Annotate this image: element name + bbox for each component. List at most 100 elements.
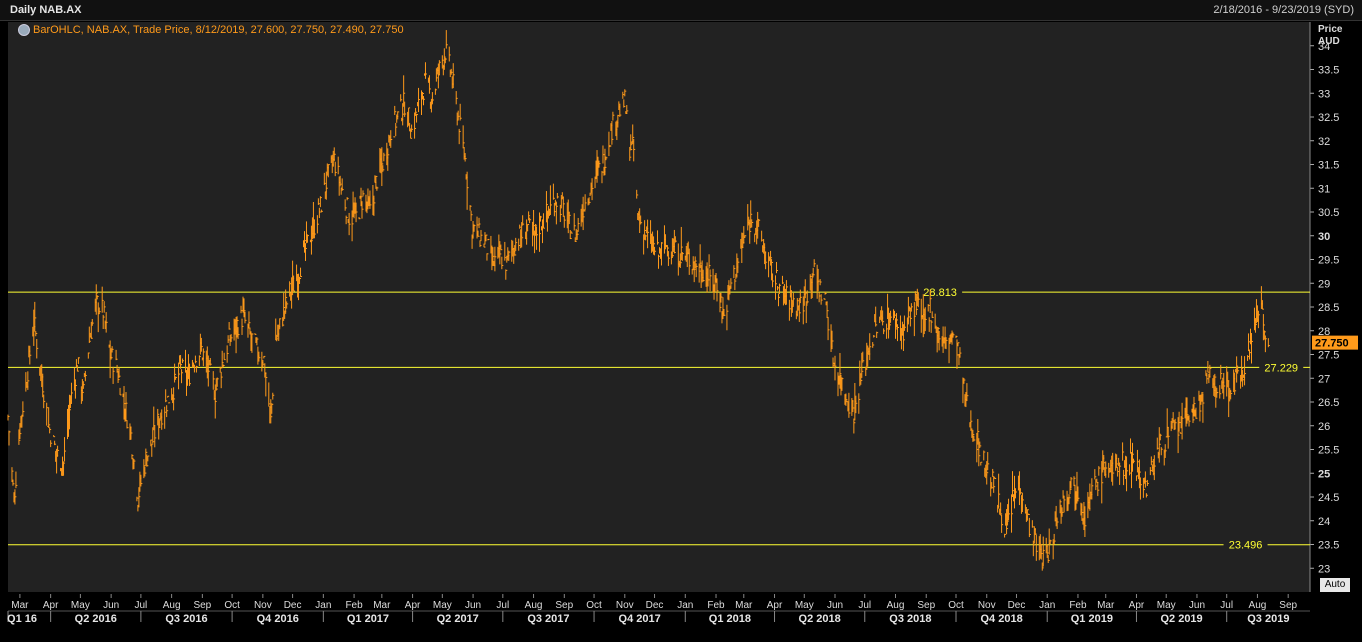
y-tick-label: 31 xyxy=(1318,183,1330,195)
quarter-tick-label: Q2 2016 xyxy=(75,613,117,625)
chart-title: Daily NAB.AX xyxy=(10,4,82,16)
month-tick-label: Nov xyxy=(616,600,634,611)
month-tick-label: Aug xyxy=(163,600,181,611)
month-tick-label: Sep xyxy=(917,600,935,611)
quarter-tick-label: Q4 2018 xyxy=(981,613,1023,625)
hline-label: 27.229 xyxy=(1264,362,1298,374)
month-tick-label: Jan xyxy=(1039,600,1055,611)
month-tick-label: May xyxy=(433,600,452,611)
month-tick-label: Aug xyxy=(1249,600,1267,611)
month-tick-label: Jan xyxy=(677,600,693,611)
month-tick-label: Jun xyxy=(827,600,843,611)
month-tick-label: Jul xyxy=(496,600,509,611)
y-tick-label: 27 xyxy=(1318,373,1330,385)
last-price-tag xyxy=(1312,335,1358,350)
month-tick-label: Aug xyxy=(525,600,543,611)
hline-label-bg xyxy=(1223,537,1268,551)
date-range: 2/18/2016 - 9/23/2019 (SYD) xyxy=(1213,4,1354,16)
month-tick-label: Mar xyxy=(11,600,29,611)
month-tick-label: Dec xyxy=(1008,600,1026,611)
month-tick-label: Sep xyxy=(193,600,211,611)
month-tick-label: May xyxy=(1157,600,1176,611)
quarter-tick-label: Q3 2017 xyxy=(527,613,569,625)
month-tick-label: Apr xyxy=(767,600,783,611)
y-tick-label: 29.5 xyxy=(1318,255,1339,267)
month-tick-label: Mar xyxy=(735,600,753,611)
series-legend[interactable]: BarOHLC, NAB.AX, Trade Price, 8/12/2019,… xyxy=(18,24,404,36)
chart-series-icon[interactable] xyxy=(18,24,30,36)
y-tick-label: 30.5 xyxy=(1318,207,1339,219)
y-tick-label: 30 xyxy=(1318,231,1330,243)
month-tick-label: Apr xyxy=(405,600,421,611)
hline-label-bg xyxy=(1259,360,1304,374)
month-tick-label: Jul xyxy=(1220,600,1233,611)
quarter-tick-label: Q4 2016 xyxy=(257,613,299,625)
y-tick-label: 25 xyxy=(1318,468,1330,480)
y-tick-label: 32 xyxy=(1318,136,1330,148)
y-tick-label: 28.5 xyxy=(1318,302,1339,314)
chart-header: Daily NAB.AX 2/18/2016 - 9/23/2019 (SYD) xyxy=(0,0,1362,21)
y-tick-label: 33 xyxy=(1318,88,1330,100)
hline-label-bg xyxy=(918,285,963,299)
y-tick-label: 26.5 xyxy=(1318,397,1339,409)
month-tick-label: May xyxy=(795,600,814,611)
month-tick-label: Nov xyxy=(254,600,272,611)
month-tick-label: Dec xyxy=(284,600,302,611)
month-tick-label: May xyxy=(71,600,90,611)
quarter-tick-label: Q3 2019 xyxy=(1247,613,1289,625)
month-tick-label: Feb xyxy=(707,600,725,611)
auto-scale-button[interactable]: Auto xyxy=(1320,578,1350,592)
quarter-tick-label: Q2 2019 xyxy=(1160,613,1202,625)
y-tick-label: 32.5 xyxy=(1318,112,1339,124)
last-price-label: 27.750 xyxy=(1315,338,1349,350)
quarter-tick-label: Q1 2018 xyxy=(709,613,751,625)
y-tick-label: 23.5 xyxy=(1318,540,1339,552)
month-tick-label: Aug xyxy=(887,600,905,611)
y-tick-label: 28 xyxy=(1318,326,1330,338)
month-tick-label: Mar xyxy=(1097,600,1115,611)
month-tick-label: Apr xyxy=(1129,600,1145,611)
y-tick-label: 23 xyxy=(1318,563,1330,575)
month-tick-label: Apr xyxy=(43,600,59,611)
y-tick-label: 27.5 xyxy=(1318,350,1339,362)
month-tick-label: Nov xyxy=(978,600,996,611)
month-tick-label: Sep xyxy=(555,600,573,611)
month-tick-label: Jun xyxy=(465,600,481,611)
month-tick-label: Oct xyxy=(948,600,964,611)
hline-label: 28.813 xyxy=(923,287,957,299)
quarter-tick-label: Q3 2016 xyxy=(165,613,207,625)
y-tick-label: 34 xyxy=(1318,41,1330,53)
month-tick-label: Jul xyxy=(134,600,147,611)
y-tick-label: 33.5 xyxy=(1318,65,1339,77)
month-tick-label: Dec xyxy=(646,600,664,611)
y-tick-label: 25.5 xyxy=(1318,445,1339,457)
month-tick-label: Feb xyxy=(1069,600,1087,611)
month-tick-label: Jan xyxy=(315,600,331,611)
quarter-tick-label: Q1 2017 xyxy=(347,613,389,625)
y-tick-label: 24 xyxy=(1318,516,1330,528)
quarter-tick-label: Q1 2019 xyxy=(1071,613,1113,625)
month-tick-label: Oct xyxy=(224,600,240,611)
plot-area[interactable] xyxy=(8,22,1310,592)
month-tick-label: Jun xyxy=(103,600,119,611)
price-label: Price xyxy=(1318,24,1343,35)
y-tick-label: 26 xyxy=(1318,421,1330,433)
y-axis-title: Price AUD xyxy=(1318,24,1342,48)
month-tick-label: Mar xyxy=(373,600,391,611)
month-tick-label: Oct xyxy=(586,600,602,611)
quarter-tick-label: Q2 2017 xyxy=(437,613,479,625)
legend-text: BarOHLC, NAB.AX, Trade Price, 8/12/2019,… xyxy=(33,24,404,36)
month-tick-label: Feb xyxy=(345,600,363,611)
quarter-tick-label: Q3 2018 xyxy=(889,613,931,625)
month-tick-label: Jul xyxy=(858,600,871,611)
y-tick-label: 29 xyxy=(1318,278,1330,290)
quarter-tick-label: Q2 2018 xyxy=(799,613,841,625)
month-tick-label: Sep xyxy=(1279,600,1297,611)
month-tick-label: Jun xyxy=(1189,600,1205,611)
y-tick-label: 24.5 xyxy=(1318,492,1339,504)
hline-label: 23.496 xyxy=(1229,540,1263,552)
y-tick-label: 31.5 xyxy=(1318,160,1339,172)
quarter-tick-label: Q1 16 xyxy=(7,613,37,625)
quarter-tick-label: Q4 2017 xyxy=(619,613,661,625)
